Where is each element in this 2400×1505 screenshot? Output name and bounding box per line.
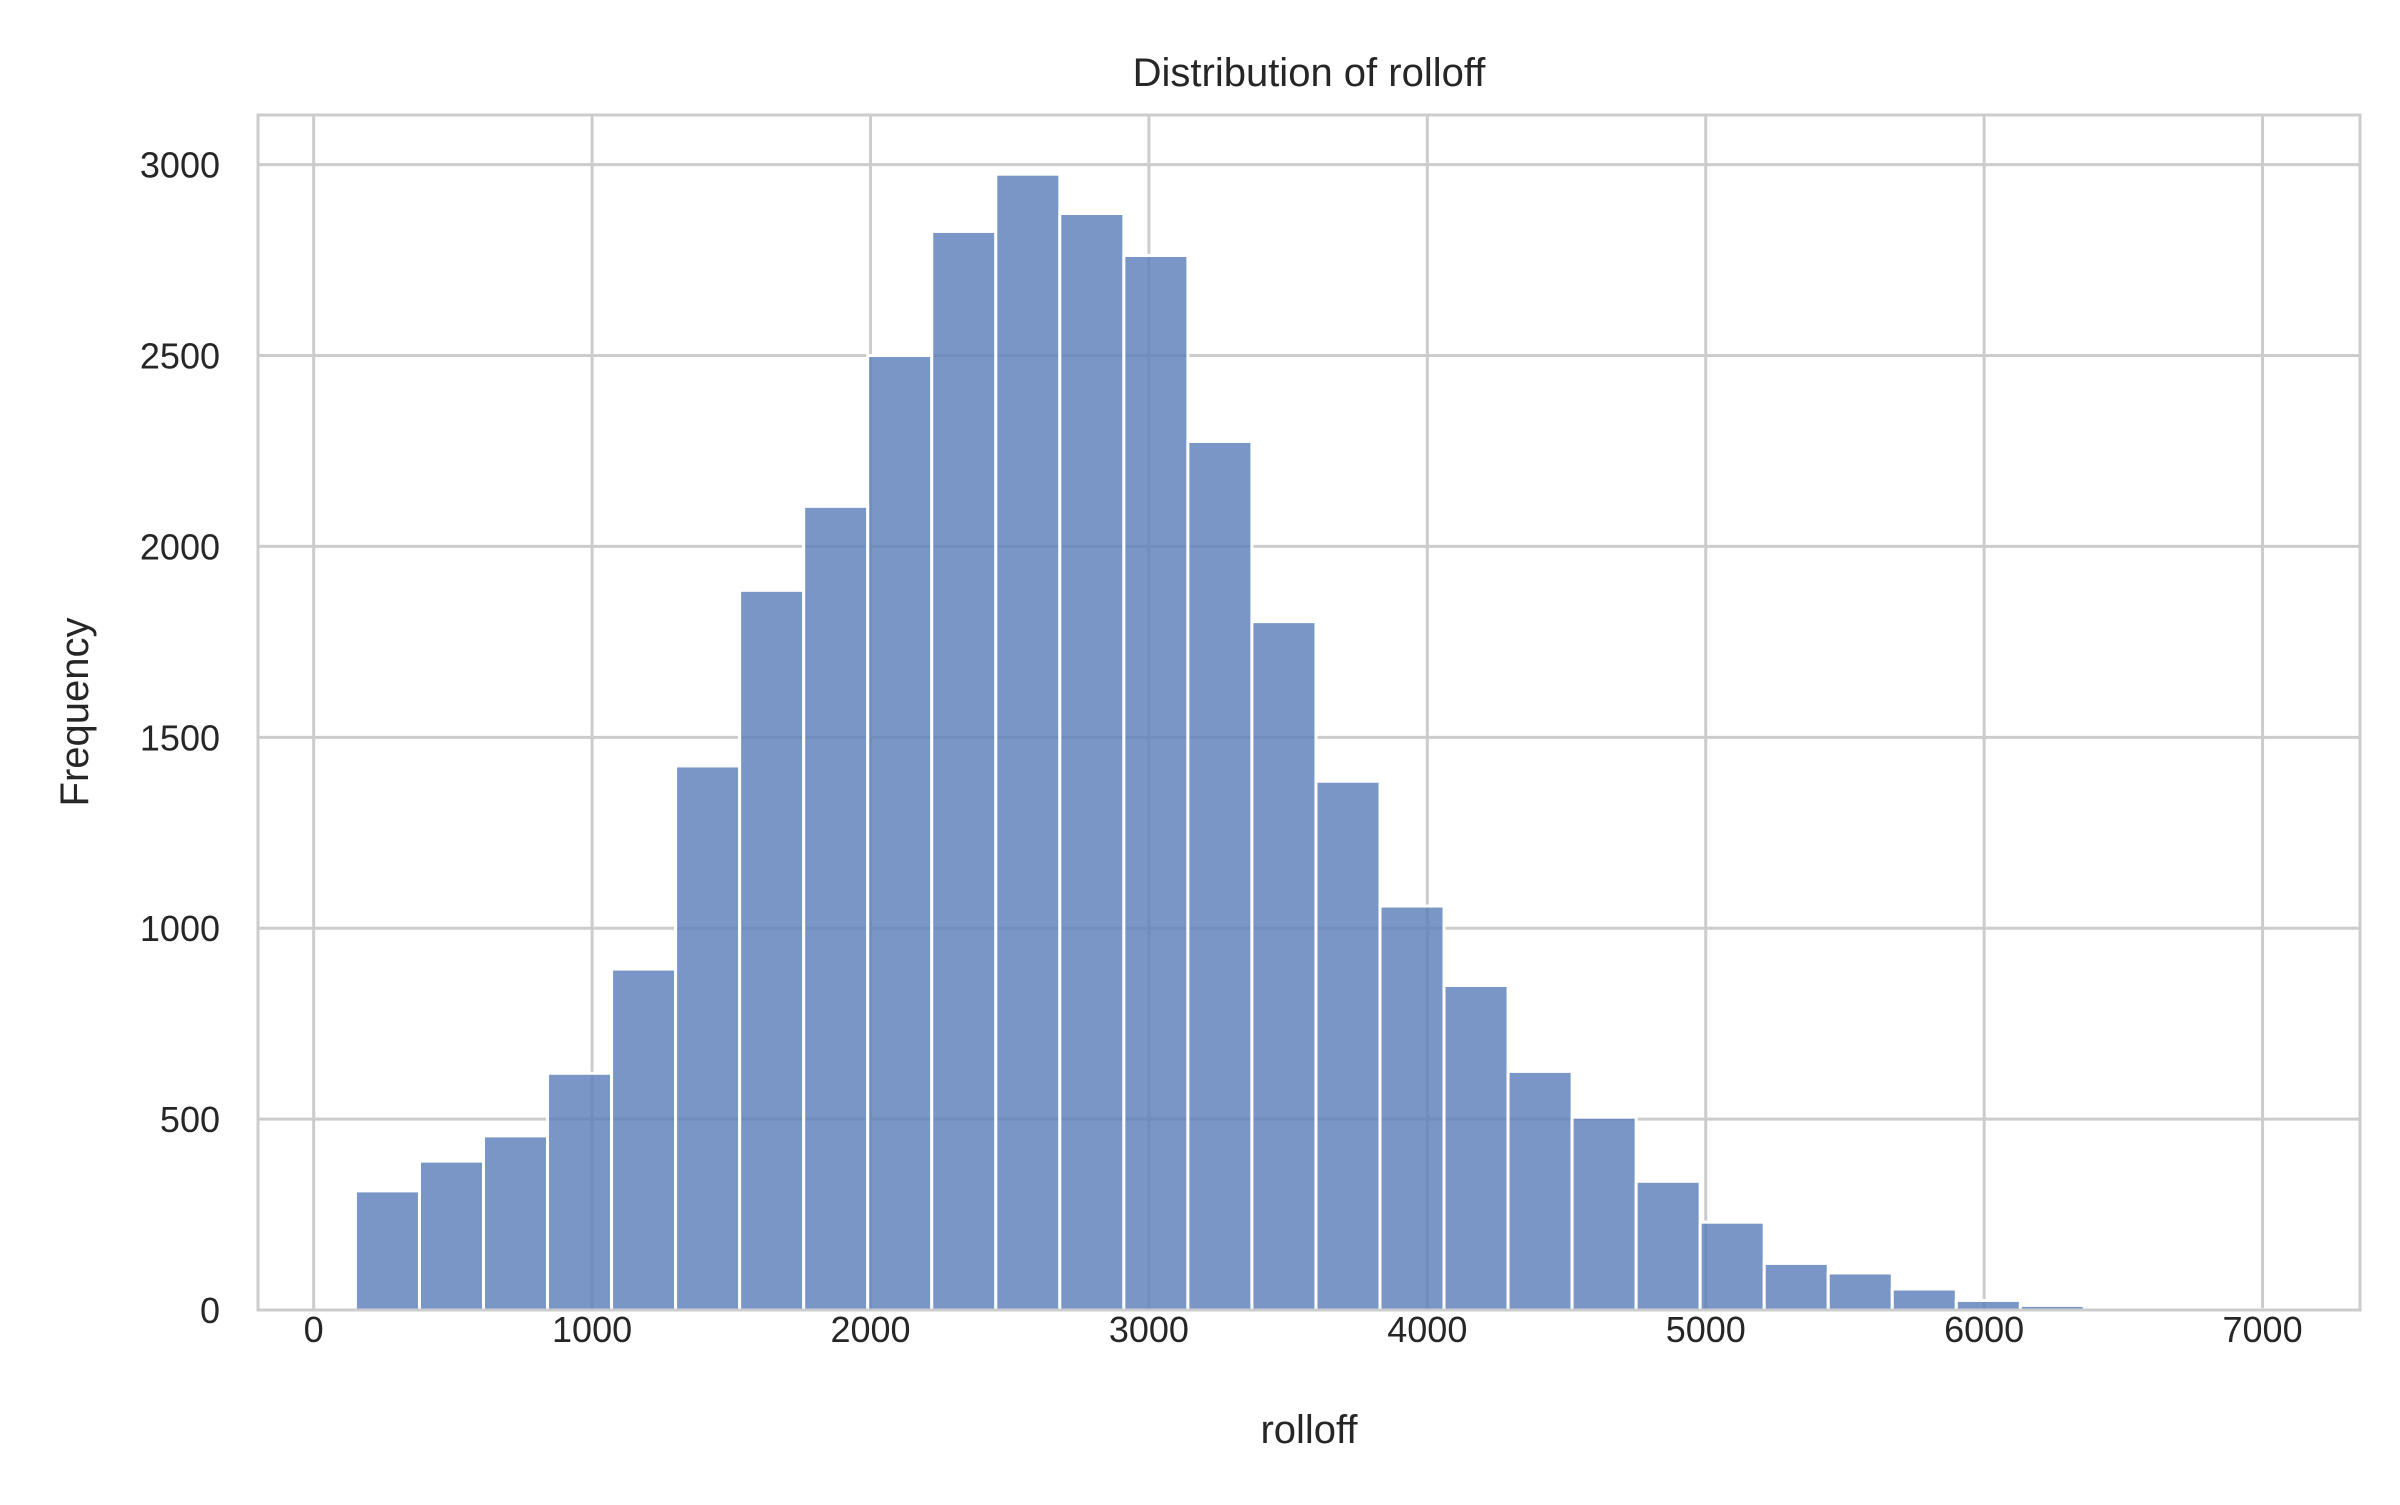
histogram-bar	[676, 766, 740, 1310]
x-tick-label: 5000	[1666, 1309, 1746, 1350]
histogram-bar	[1892, 1289, 1956, 1310]
histogram-bar	[484, 1136, 548, 1310]
histogram-bar	[1508, 1071, 1572, 1310]
x-tick-label: 7000	[2223, 1309, 2303, 1350]
histogram-bar	[548, 1073, 612, 1310]
histogram-bar	[1700, 1222, 1764, 1310]
histogram-bar	[996, 174, 1060, 1310]
histogram-bar	[740, 590, 804, 1310]
x-axis-label: rolloff	[1260, 1408, 1358, 1452]
histogram-bar	[1188, 441, 1252, 1310]
histogram-bar	[1764, 1263, 1828, 1310]
chart-title: Distribution of rolloff	[1133, 51, 1487, 95]
x-tick-label: 1000	[552, 1309, 632, 1350]
histogram-bar	[419, 1161, 483, 1310]
histogram-bar	[1252, 622, 1316, 1310]
y-tick-label: 1500	[140, 717, 220, 758]
y-tick-label: 0	[200, 1290, 220, 1331]
histogram-bar	[932, 231, 996, 1310]
y-axis-label: Frequency	[53, 618, 97, 807]
y-tick-label: 2500	[140, 336, 220, 377]
y-tick-label: 500	[160, 1099, 220, 1140]
y-tick-label: 3000	[140, 145, 220, 186]
y-tick-label: 2000	[140, 526, 220, 567]
y-tick-label: 1000	[140, 908, 220, 949]
histogram-bar	[1380, 906, 1444, 1310]
histogram-bar	[1060, 214, 1124, 1310]
histogram-bar	[612, 969, 676, 1310]
x-tick-label: 2000	[830, 1309, 910, 1350]
histogram-bar	[355, 1191, 419, 1310]
histogram-bar	[1124, 255, 1188, 1310]
histogram-bar	[1828, 1273, 1892, 1310]
histogram-bar	[1444, 985, 1508, 1310]
x-tick-label: 6000	[1944, 1309, 2024, 1350]
x-tick-label: 4000	[1387, 1309, 1467, 1350]
histogram-bar	[1316, 781, 1380, 1310]
histogram-bar	[1572, 1117, 1636, 1310]
x-tick-label: 0	[304, 1309, 324, 1350]
histogram-bar	[804, 506, 868, 1310]
x-tick-label: 3000	[1109, 1309, 1189, 1350]
histogram-bar	[868, 356, 932, 1310]
histogram-bar	[1636, 1181, 1700, 1310]
